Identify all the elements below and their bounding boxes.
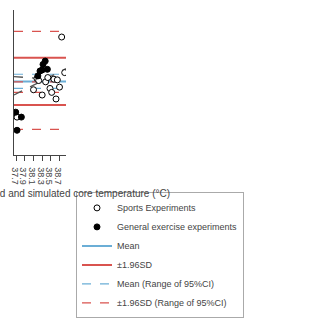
svg-text:38.3: 38.3 [36,167,46,185]
svg-text:38.1: 38.1 [27,167,37,185]
svg-text:Average of measured and simula: Average of measured and simulated core t… [0,188,170,199]
svg-text:Sports Experiments: Sports Experiments [117,203,196,213]
svg-text:37.7: 37.7 [10,167,20,185]
svg-text:±1.96SD (Range of 95%CI): ±1.96SD (Range of 95%CI) [117,298,227,308]
svg-text:General exercise experiments: General exercise experiments [117,222,237,232]
svg-text:±1.96SD: ±1.96SD [117,260,152,270]
svg-text:38.7: 38.7 [53,167,63,185]
svg-text:38.5: 38.5 [44,167,54,185]
svg-text:Mean: Mean [117,241,140,251]
svg-text:Mean (Range of 95%CI): Mean (Range of 95%CI) [117,279,214,289]
svg-text:37.9: 37.9 [18,167,28,185]
